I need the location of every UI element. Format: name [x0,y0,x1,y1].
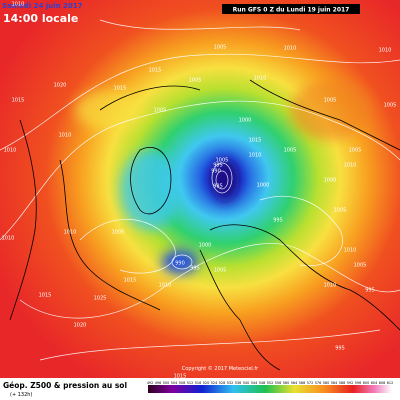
isobar-label: 1015 [114,86,127,92]
isobar-labels: 1010 1005 1015 1015 1020 1015 1010 1010 1015 1020… [2,2,397,380]
isobar-label: 1015 [174,374,187,380]
scale-label: 600 [363,381,369,385]
isobar-label: 1015 [149,68,162,74]
isobar-label: 1005 [216,158,229,164]
isobar-label: 1010 [12,2,25,8]
scale-label: 540 [243,381,249,385]
scale-label: 504 [171,381,177,385]
isobar-label: 1010 [249,153,262,159]
scale-label: 552 [267,381,273,385]
isobar-label: 1005 [334,208,347,214]
scale-label: 560 [283,381,289,385]
isobar-label: 1015 [39,293,52,299]
footer-lead: (+ 132h) [10,392,32,398]
isobar-label: 1010 [59,133,72,139]
isobar-label: 1005 [384,103,397,109]
forecast-date: Samedi 24 juin 2017 [2,2,83,10]
isobar-label: 1010 [344,248,357,254]
isobar-label: 1020 [54,83,67,89]
isobar-label: 1025 [94,296,107,302]
isobar-label: 1010 [324,283,337,289]
isobar-label: 1005 [284,148,297,154]
scale-label: 604 [371,381,377,385]
isobar-label: 995 [365,288,375,294]
scale-label: 556 [275,381,281,385]
isobar-label: 1010 [2,236,15,242]
isobar-label: 1015 [249,138,262,144]
isobar-label: 990 [211,169,221,175]
scale-label: 596 [355,381,361,385]
scale-label: 576 [315,381,321,385]
isobars [0,19,400,361]
isobar-label: 990 [175,261,185,267]
scale-label: 492 [147,381,153,385]
isobar-label: 1000 [257,183,270,189]
isobar-label: 1015 [12,98,25,104]
scale-label: 512 [187,381,193,385]
scale-label: 584 [331,381,337,385]
scale-label: 500 [163,381,169,385]
scale-label: 516 [195,381,201,385]
isobar-label: 1010 [379,48,392,54]
scale-label: 536 [235,381,241,385]
isobar-label: 1005 [324,98,337,104]
scale-label: 572 [307,381,313,385]
isobar-label: 1000 [239,118,252,124]
isobar-label: 1005 [214,45,227,51]
isobar-label: 995 [273,218,283,224]
run-info: Run GFS 0 Z du Lundi 19 juin 2017 [233,7,350,14]
scale-label: 564 [291,381,297,385]
scale-label: 612 [387,381,393,385]
forecast-time: 14:00 locale [3,12,78,25]
run-box [222,4,360,14]
scale-label: 528 [219,381,225,385]
isobar-label: 1010 [64,230,77,236]
isobar-label: 1020 [74,323,87,329]
isobar-label: 1010 [4,148,17,154]
isobar-label: 995 [190,266,200,272]
scale-label: 608 [379,381,385,385]
isobar-label: 1005 [354,263,367,269]
isobar-label: 1010 [159,283,172,289]
scale-label: 508 [179,381,185,385]
scale-labels: 492 496 500 504 508 512 516 520 524 528 532 536 540 5… [147,381,393,385]
isobar-label: 1010 [284,46,297,52]
isobar-label: 1005 [189,78,202,84]
isobar-label: 1005 [214,268,227,274]
isobar-label: 1005 [154,108,167,114]
date-box [0,0,62,10]
isobar-label: 1005 [349,148,362,154]
scale-label: 592 [347,381,353,385]
copyright: Copyright © 2017 Meteociel.fr [182,365,259,372]
isobar-label: 1000 [324,178,337,184]
scale-label: 524 [211,381,217,385]
geopotential-field [0,0,400,378]
isobar-label: 1000 [199,243,212,249]
isobar-label: 1010 [254,76,267,82]
footer-title: Géop. Z500 & pression au sol [3,381,127,390]
isobar-label: 985 [213,184,223,190]
isobar-label: 1010 [344,163,357,169]
color-scale [148,385,392,393]
scale-label: 548 [259,381,265,385]
scale-label: 520 [203,381,209,385]
scale-label: 496 [155,381,161,385]
scale-label: 532 [227,381,233,385]
scale-label: 544 [251,381,257,385]
coastlines [9,79,400,371]
scale-label: 588 [339,381,345,385]
isobar-label: 995 [335,346,345,352]
scale-label: 568 [299,381,305,385]
isobar-label: 995 [213,163,223,169]
field-details [75,80,370,274]
isobar-label: 1005 [112,230,125,236]
scale-label: 580 [323,381,329,385]
isobar-label: 1015 [124,278,137,284]
